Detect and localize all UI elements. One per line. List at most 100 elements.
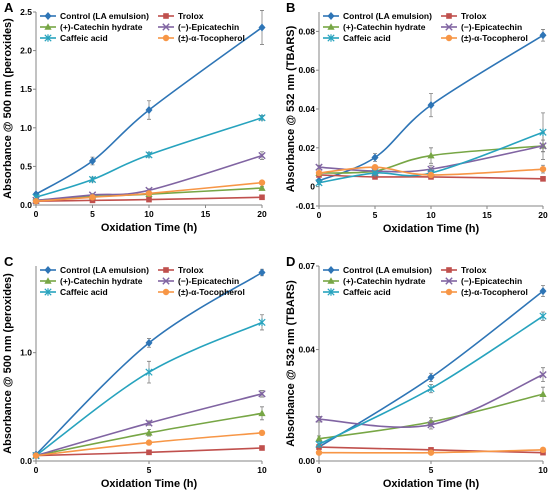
data-point	[258, 318, 266, 327]
series-6	[315, 164, 547, 179]
legend-label: (±)-α-Tocopherol	[178, 33, 245, 43]
data-point	[145, 439, 153, 446]
legend-marker	[445, 288, 453, 296]
data-point	[145, 368, 153, 376]
legend-marker	[162, 34, 170, 42]
data-point	[145, 106, 153, 115]
legend-item: (±)-α-Tocopherol	[441, 33, 528, 43]
series-5	[32, 114, 266, 201]
data-point	[539, 31, 547, 40]
series-line	[35, 117, 263, 199]
data-point	[315, 449, 323, 456]
x-tick-label: 20	[257, 209, 267, 219]
data-point	[315, 169, 323, 177]
legend-item: Control (LA emulsion)	[323, 11, 432, 21]
data-point	[427, 151, 435, 159]
y-axis-title: Absorbance @ 500 nm (peroxides)	[2, 273, 14, 454]
series-line	[318, 166, 544, 176]
data-point	[427, 101, 435, 110]
legend-label: (−)-Epicatechin	[461, 22, 522, 32]
x-tick-label: 15	[201, 209, 211, 219]
data-point	[372, 174, 378, 180]
legend-label: (+)-Catechin hydrate	[343, 276, 426, 286]
y-axis-title: Absorbance @ 500 nm (peroxides)	[2, 18, 14, 199]
legend-marker	[44, 277, 52, 284]
data-point	[427, 171, 435, 179]
legend-item: (−)-Epicatechin	[158, 276, 239, 286]
data-point	[258, 23, 266, 32]
x-tick-label: 10	[144, 209, 154, 219]
data-point	[88, 175, 97, 184]
legend-item: (+)-Catechin hydrate	[40, 22, 143, 32]
legend-marker	[44, 288, 52, 296]
data-point	[259, 445, 265, 451]
legend-marker	[327, 12, 335, 20]
y-tick-label: 0.5	[20, 161, 32, 171]
panel-label: C	[4, 254, 14, 269]
legend-marker	[163, 267, 169, 273]
data-point	[315, 440, 323, 448]
legend-marker	[163, 13, 169, 19]
y-axis-title: Absorbance @ 532 nm (TBARS)	[285, 25, 297, 192]
data-point	[315, 434, 323, 442]
series-5	[32, 314, 266, 460]
data-point	[539, 312, 547, 320]
y-tick-label: 0.06	[298, 65, 315, 75]
y-tick-label: 1.0	[20, 348, 32, 358]
legend-marker	[446, 267, 452, 273]
series-line	[35, 196, 263, 202]
x-tick-label: 20	[538, 210, 548, 220]
data-point	[89, 156, 96, 165]
legend-marker	[445, 277, 453, 285]
legend-marker	[445, 34, 453, 42]
series-6	[32, 179, 266, 205]
legend-label: Caffeic acid	[343, 287, 391, 297]
x-tick-label: 5	[147, 465, 152, 475]
data-point	[258, 151, 266, 160]
legend-marker	[44, 12, 52, 20]
series-line	[35, 181, 263, 202]
x-tick-label: 5	[90, 209, 95, 219]
data-point	[315, 415, 323, 423]
data-point	[258, 184, 266, 191]
y-tick-label: 0.07	[298, 261, 315, 271]
x-tick-label: 10	[538, 465, 548, 475]
y-tick-label: 0.0	[20, 456, 32, 466]
data-point	[32, 452, 40, 459]
legend-item: Control (LA emulsion)	[40, 265, 149, 275]
y-tick-label: 1.0	[20, 123, 32, 133]
legend: Control (LA emulsion) Trolox (+)-Catechin …	[40, 265, 245, 297]
legend-item: Trolox	[158, 265, 204, 275]
legend-label: Control (LA emulsion)	[343, 265, 432, 275]
data-point	[427, 384, 435, 393]
legend-marker	[162, 23, 170, 31]
legend-item: Trolox	[441, 265, 487, 275]
y-tick-label: 0.04	[298, 104, 315, 114]
series-line	[318, 131, 544, 184]
legend-marker	[327, 23, 335, 30]
data-point	[258, 114, 266, 122]
legend-item: Caffeic acid	[323, 33, 391, 43]
data-point	[32, 197, 40, 205]
x-tick-label: 0	[34, 209, 39, 219]
data-point	[145, 338, 153, 347]
data-point	[258, 409, 266, 417]
legend-label: Caffeic acid	[60, 33, 108, 43]
data-point	[258, 429, 266, 437]
x-tick-label: 10	[426, 210, 436, 220]
series-3	[315, 386, 547, 442]
legend-label: Trolox	[461, 265, 487, 275]
y-tick-label: 0.00	[298, 456, 315, 466]
data-point	[540, 176, 546, 182]
data-point	[539, 165, 547, 173]
legend-item: Caffeic acid	[40, 33, 108, 43]
y-tick-label: 0.02	[298, 143, 315, 153]
legend-item: Caffeic acid	[323, 287, 391, 297]
data-point	[145, 190, 153, 197]
panel-label: B	[286, 0, 295, 15]
legend-marker	[445, 23, 453, 31]
legend-label: (−)-Epicatechin	[178, 22, 239, 32]
data-point	[146, 449, 152, 456]
chart-panel-b: B0 5 10 15 20-0.0100.020.040.060.08Oxidation…	[285, 0, 548, 235]
legend-marker	[162, 288, 170, 296]
